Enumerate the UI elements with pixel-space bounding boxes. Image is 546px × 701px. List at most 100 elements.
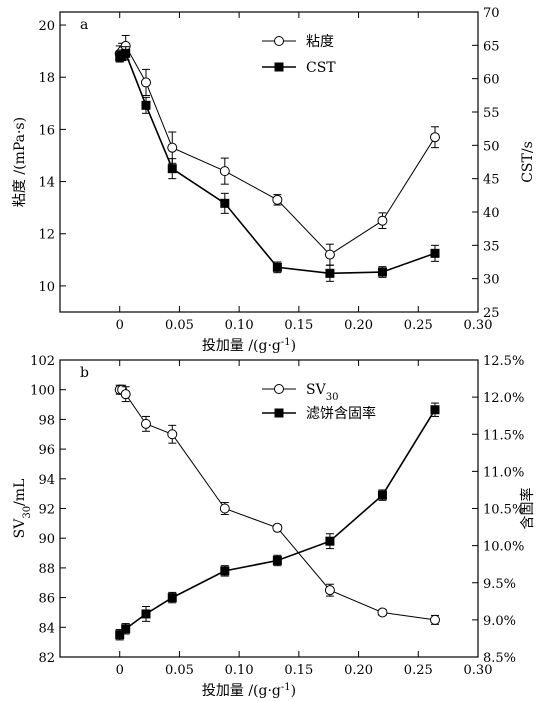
panel-b-legend-marker-0 <box>274 384 284 394</box>
panel-a-x-tick-label: 0 <box>116 318 124 333</box>
panel-b-y-right-tick-label: 12.0% <box>483 391 524 406</box>
panel-b-x-tick-label: 0 <box>116 663 124 678</box>
panel-a-y-left-tick-label: 12 <box>38 228 55 243</box>
panel-b-x-tick-label: 0.10 <box>225 663 254 678</box>
panel-a-y-right-tick-label: 70 <box>483 6 500 21</box>
panel-a-y-right-tick-label: 65 <box>483 39 500 54</box>
panel-b-y-right-tick-label: 11.0% <box>483 465 524 480</box>
panel-a-series-0-point <box>167 142 178 153</box>
panel-a-series-0-point <box>377 215 388 226</box>
panel-b-x-tick-label: 0.20 <box>344 663 373 678</box>
panel-b-y-right-tick-label: 10.0% <box>483 540 524 555</box>
panel-b-series-0-point <box>324 585 335 596</box>
panel-a-y-left-tick-label: 16 <box>38 123 55 138</box>
panel-b-series-1-point <box>377 490 387 500</box>
panel-a-legend-marker-1 <box>274 62 284 72</box>
panel-a-series-1-point <box>325 268 335 278</box>
panel-b-y-left-tick-label: 82 <box>38 651 55 666</box>
panel-b-x-tick-label: 0.25 <box>404 663 433 678</box>
panel-b-series-1-point <box>325 536 335 546</box>
panel-b-series-0-point <box>377 607 388 618</box>
panel-a-y-right-axis-title: CST/s <box>520 141 536 183</box>
panel-a-series-1-point <box>272 262 282 272</box>
panel-b-series-1-point <box>121 624 131 634</box>
panel-a-legend-label-0: 粘度 <box>306 34 334 50</box>
panel-b-series-1-point <box>430 405 440 415</box>
panel-a-x-tick-label: 0.25 <box>404 318 433 333</box>
panel-a-series-1-point <box>167 164 177 174</box>
panel-b-y-right-tick-label: 9.5% <box>483 577 516 592</box>
panel-a-letter: a <box>80 17 88 33</box>
panel-b-y-right-tick-label: 9.0% <box>483 614 516 629</box>
panel-b-y-right-axis-title: 含固率 <box>519 488 536 530</box>
panel-b-series-0-line <box>119 389 436 621</box>
panel-b-y-left-axis-title: SV30/mL <box>12 479 33 539</box>
panel-b-series-1-point <box>167 593 177 603</box>
panel-b-y-right-tick-label: 12.5% <box>483 354 524 369</box>
panel-b-series-1-point <box>220 566 230 576</box>
panel-a-x-tick-label: 0.30 <box>464 318 493 333</box>
panel-a-y-left-tick-label: 20 <box>38 19 55 34</box>
panel-b-series-1-line <box>119 409 436 636</box>
panel-b-series-1 <box>115 402 440 641</box>
panel-a-series-0-line <box>119 44 436 256</box>
panel-a-y-right-tick-label: 55 <box>483 106 500 121</box>
panel-b-y-left-tick-label: 84 <box>38 621 55 636</box>
panel-a-series-0-point <box>272 194 283 205</box>
panel-a-y-right-tick-label: 50 <box>483 139 500 154</box>
panel-b-legend-label-0: SV30 <box>306 382 338 403</box>
panel-b-y-left-tick-label: 98 <box>38 413 55 428</box>
panel-b-series-0-point <box>167 429 178 440</box>
panel-a-legend-label-1: CST <box>306 60 336 76</box>
panel-b-y-right-tick-label: 8.5% <box>483 651 516 666</box>
panel-b-y-left-tick-label: 102 <box>30 354 55 369</box>
panel-b-y-left-tick-label: 94 <box>38 473 55 488</box>
panel-b-series-0-point <box>140 418 151 429</box>
panel-a-x-tick-label: 0.15 <box>284 318 313 333</box>
panel-a-series-1-point <box>430 248 440 258</box>
panel-a-y-right-tick-label: 60 <box>483 73 500 88</box>
panel-a-legend-marker-0 <box>274 36 284 46</box>
panel-a-x-tick-label: 0.05 <box>165 318 194 333</box>
panel-a-x-tick-label: 0.20 <box>344 318 373 333</box>
panel-a-y-left-tick-label: 10 <box>38 280 55 295</box>
panel-a-y-left-tick-label: 14 <box>38 176 55 191</box>
panel-b-y-left-tick-label: 86 <box>38 592 55 607</box>
panel-b: 0 0.05 0.10 0.15 0.20 0.25 0.30 82 84 86 88 90 92 94 9… <box>12 354 536 699</box>
panel-a-series-0-point <box>140 77 151 88</box>
panel-a-legend: 粘度 CST <box>262 34 336 76</box>
panel-b-legend-label-1: 滤饼含固率 <box>306 405 376 422</box>
panel-b-x-axis-title: 投加量 /(g·g-1) <box>202 682 296 700</box>
panel-a-series-1-line <box>119 52 436 275</box>
panel-a-series-0-point <box>219 166 230 177</box>
panel-b-y-left-tick-label: 96 <box>38 443 55 458</box>
panel-b-x-tick-label: 0.05 <box>165 663 194 678</box>
panel-a-series-1-point <box>377 267 387 277</box>
panel-b-legend-marker-1 <box>274 408 284 418</box>
panel-b-series-1-point <box>115 630 125 640</box>
panel-b-series-0-point <box>272 522 283 533</box>
panel-a-series-0-point <box>324 249 335 260</box>
panel-a-plot-frame <box>59 11 479 313</box>
panel-b-series-0 <box>114 384 441 625</box>
panel-a-series-0-point <box>430 132 441 143</box>
panel-a-y-left-axis-title: 粘度 /(mPa·s) <box>12 117 28 207</box>
panel-a-series-1-point <box>121 48 131 58</box>
panel-b-y-left-tick-label: 100 <box>30 384 55 399</box>
panel-a: 0 0.05 0.10 0.15 0.20 0.25 0.30 10 12 14 16 18 20 25 3… <box>12 6 536 354</box>
panel-b-legend: SV30 滤饼含固率 <box>262 382 376 422</box>
panel-a-y-right-tick-label: 30 <box>483 273 500 288</box>
panel-a-x-tick-label: 0.10 <box>225 318 254 333</box>
panel-b-series-0-point <box>430 614 441 625</box>
panel-b-series-0-point <box>219 503 230 514</box>
panel-b-plot-frame <box>59 359 479 658</box>
panel-a-y-right-tick-label: 25 <box>483 306 500 321</box>
panel-b-series-1-point <box>272 555 282 565</box>
panel-a-series-1-point <box>220 198 230 208</box>
panel-a-y-right-tick-label: 35 <box>483 239 500 254</box>
panel-b-y-right-tick-label: 11.5% <box>483 428 524 443</box>
panel-b-x-tick-label: 0.30 <box>464 663 493 678</box>
panel-a-y-right-tick-label: 40 <box>483 206 500 221</box>
panel-b-y-left-tick-label: 92 <box>38 503 55 518</box>
